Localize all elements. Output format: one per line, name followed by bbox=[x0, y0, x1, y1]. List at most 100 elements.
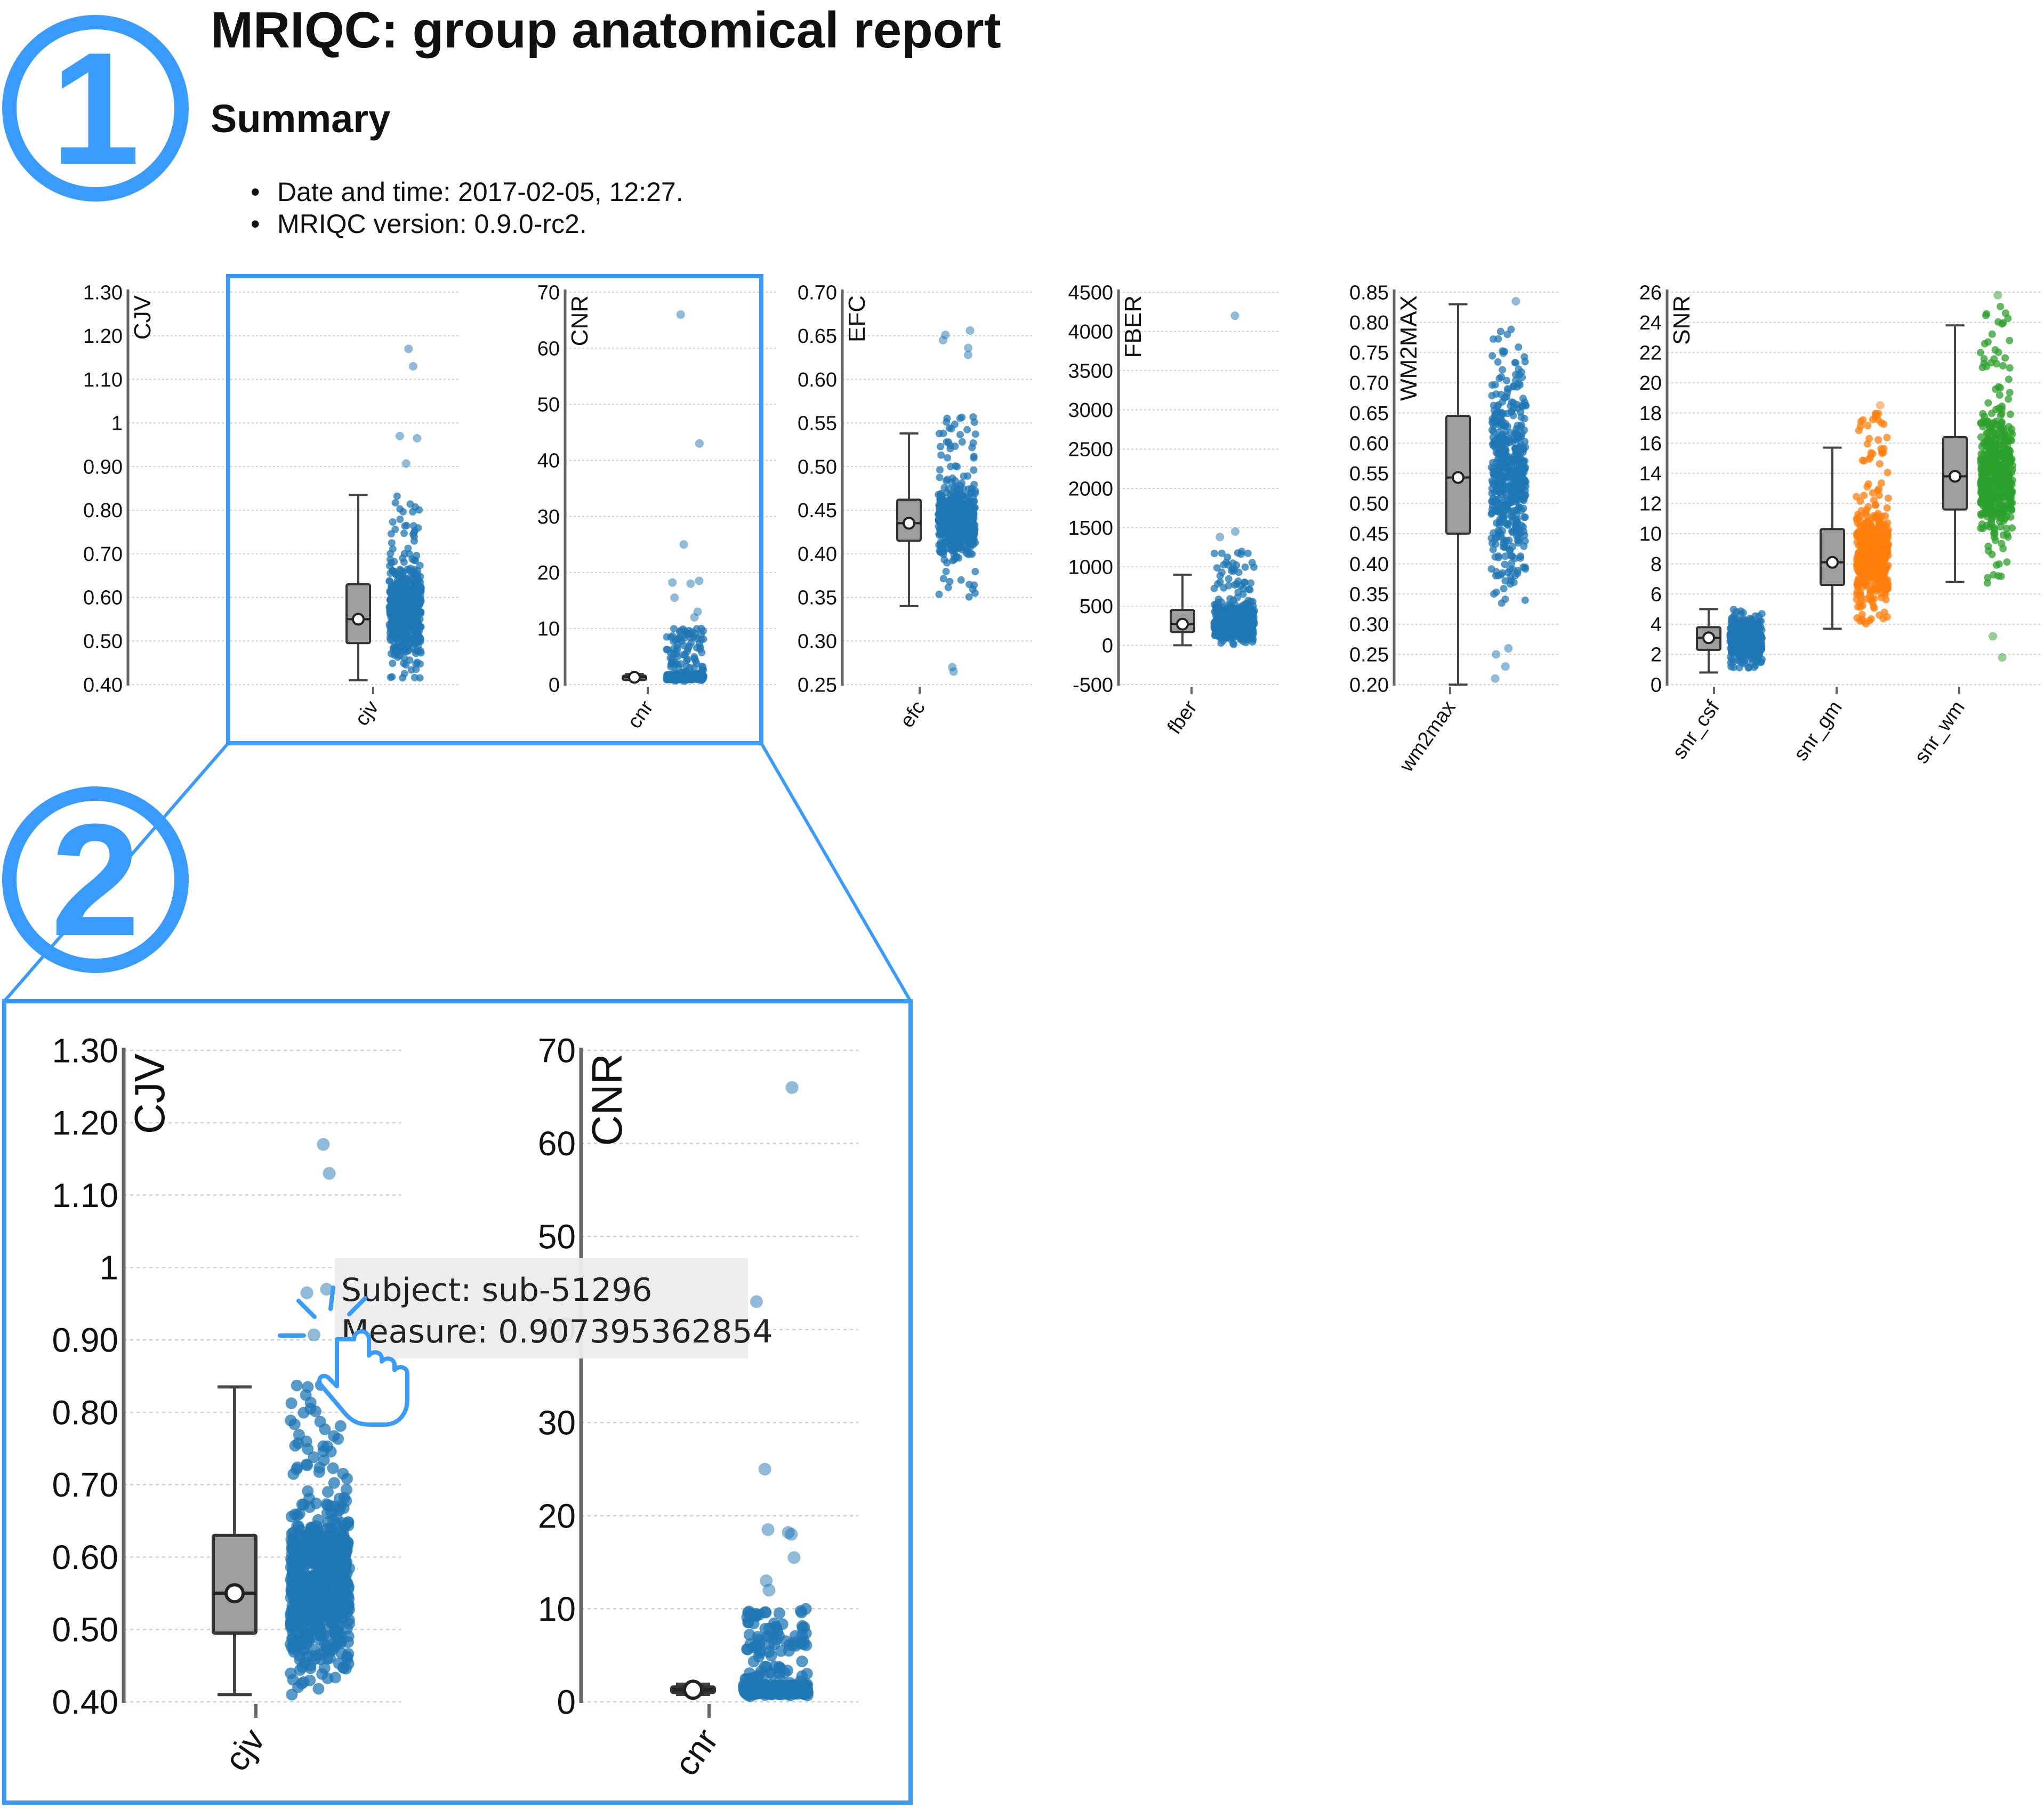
data-point[interactable] bbox=[387, 589, 395, 596]
data-point[interactable] bbox=[953, 463, 961, 471]
data-point[interactable] bbox=[387, 550, 395, 558]
data-point[interactable] bbox=[1730, 613, 1738, 621]
data-point[interactable] bbox=[1735, 664, 1743, 672]
data-point[interactable] bbox=[1861, 560, 1869, 568]
data-point[interactable] bbox=[964, 498, 972, 506]
data-point[interactable] bbox=[663, 673, 671, 681]
data-point[interactable] bbox=[949, 492, 957, 500]
data-point[interactable] bbox=[1503, 423, 1511, 430]
data-point[interactable] bbox=[304, 1625, 317, 1636]
data-point[interactable] bbox=[1500, 585, 1508, 592]
data-point[interactable] bbox=[1984, 399, 1992, 407]
data-point[interactable] bbox=[1997, 412, 2005, 420]
data-point[interactable] bbox=[1884, 585, 1892, 593]
data-point[interactable] bbox=[319, 1423, 331, 1435]
data-point[interactable] bbox=[1729, 620, 1737, 628]
data-point[interactable] bbox=[1856, 517, 1864, 525]
data-point[interactable] bbox=[328, 1567, 340, 1579]
data-point[interactable] bbox=[1876, 460, 1884, 468]
data-point[interactable] bbox=[1507, 470, 1515, 478]
data-point[interactable] bbox=[963, 504, 971, 512]
data-point[interactable] bbox=[1518, 403, 1526, 411]
data-point[interactable] bbox=[409, 530, 417, 538]
data-point[interactable] bbox=[1517, 413, 1525, 421]
data-point[interactable] bbox=[1225, 582, 1233, 590]
data-point[interactable] bbox=[412, 612, 420, 620]
data-point[interactable] bbox=[388, 539, 396, 547]
data-point[interactable] bbox=[299, 1634, 311, 1646]
data-point[interactable] bbox=[946, 577, 954, 585]
data-point[interactable] bbox=[1991, 529, 1999, 537]
data-point[interactable] bbox=[1519, 448, 1527, 456]
outlier-point[interactable] bbox=[695, 576, 704, 585]
data-point[interactable] bbox=[1736, 631, 1744, 639]
data-point[interactable] bbox=[2005, 395, 2013, 403]
data-point[interactable] bbox=[1218, 624, 1226, 632]
data-point[interactable] bbox=[971, 589, 979, 597]
data-point[interactable] bbox=[958, 438, 966, 446]
data-point[interactable] bbox=[1727, 663, 1735, 671]
data-point[interactable] bbox=[935, 590, 943, 598]
data-point[interactable] bbox=[1239, 590, 1247, 598]
data-point[interactable] bbox=[1874, 524, 1882, 532]
data-point[interactable] bbox=[393, 492, 401, 500]
data-point[interactable] bbox=[1488, 392, 1496, 400]
data-point[interactable] bbox=[1496, 515, 1504, 523]
data-point[interactable] bbox=[397, 566, 405, 574]
data-point[interactable] bbox=[1492, 486, 1500, 494]
data-point[interactable] bbox=[1881, 555, 1888, 563]
data-point[interactable] bbox=[1490, 335, 1498, 343]
data-point[interactable] bbox=[407, 589, 415, 597]
data-point[interactable] bbox=[1871, 501, 1879, 509]
data-point[interactable] bbox=[1495, 495, 1503, 503]
data-point[interactable] bbox=[1502, 376, 1510, 384]
data-point[interactable] bbox=[1216, 578, 1224, 586]
data-point[interactable] bbox=[1508, 513, 1516, 521]
data-point[interactable] bbox=[389, 660, 397, 668]
data-point[interactable] bbox=[1230, 608, 1238, 616]
data-point[interactable] bbox=[943, 414, 951, 422]
data-point[interactable] bbox=[1979, 462, 1987, 470]
data-point[interactable] bbox=[1853, 588, 1861, 596]
data-point[interactable] bbox=[1853, 554, 1861, 562]
data-point[interactable] bbox=[1491, 411, 1499, 419]
outlier-point[interactable] bbox=[1989, 632, 1998, 641]
data-point[interactable] bbox=[1863, 521, 1870, 529]
data-point[interactable] bbox=[1247, 579, 1255, 587]
data-point[interactable] bbox=[2006, 411, 2014, 418]
data-point[interactable] bbox=[387, 569, 395, 577]
data-point[interactable] bbox=[1991, 385, 1999, 393]
data-point[interactable] bbox=[1727, 632, 1735, 640]
data-point[interactable] bbox=[334, 1590, 347, 1603]
data-point[interactable] bbox=[321, 1499, 334, 1511]
data-point[interactable] bbox=[960, 494, 968, 502]
outlier-point[interactable] bbox=[1504, 644, 1513, 653]
data-point[interactable] bbox=[400, 529, 408, 537]
data-point[interactable] bbox=[291, 1379, 303, 1392]
data-point[interactable] bbox=[1983, 429, 1991, 437]
data-point[interactable] bbox=[1884, 494, 1892, 502]
data-point[interactable] bbox=[322, 1486, 334, 1498]
data-point[interactable] bbox=[696, 645, 704, 653]
data-point[interactable] bbox=[1517, 423, 1525, 431]
data-point[interactable] bbox=[409, 568, 417, 576]
data-point[interactable] bbox=[663, 646, 671, 654]
data-point[interactable] bbox=[1248, 621, 1256, 629]
data-point[interactable] bbox=[1230, 621, 1238, 629]
data-point[interactable] bbox=[937, 451, 945, 459]
data-point[interactable] bbox=[401, 638, 409, 645]
data-point[interactable] bbox=[396, 613, 404, 621]
data-point[interactable] bbox=[2003, 558, 2011, 566]
data-point[interactable] bbox=[1993, 474, 2001, 482]
data-point[interactable] bbox=[937, 495, 944, 502]
data-point[interactable] bbox=[1494, 505, 1502, 513]
data-point[interactable] bbox=[1737, 639, 1745, 647]
data-point[interactable] bbox=[969, 413, 977, 421]
data-point[interactable] bbox=[1880, 420, 1888, 428]
data-point[interactable] bbox=[411, 673, 419, 681]
data-point[interactable] bbox=[396, 516, 404, 523]
data-point[interactable] bbox=[967, 541, 975, 548]
data-point[interactable] bbox=[297, 1676, 310, 1688]
outlier-point[interactable] bbox=[964, 343, 973, 352]
data-point[interactable] bbox=[945, 424, 953, 432]
